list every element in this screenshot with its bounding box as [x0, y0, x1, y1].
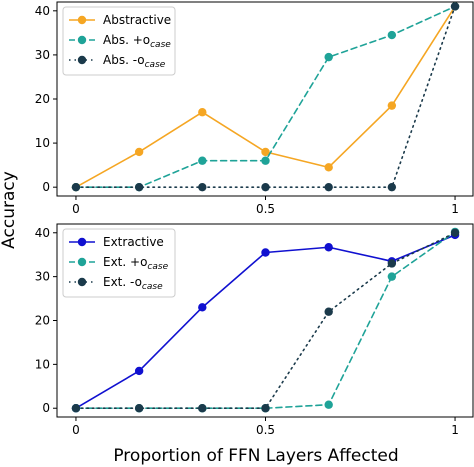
legend-label: Extractive [103, 235, 164, 249]
legend-label-main: Abs. -o [103, 53, 145, 67]
data-point [198, 108, 207, 117]
series-3 [71, 2, 460, 192]
legend-label-subscript: case [142, 282, 163, 292]
data-point [450, 2, 460, 11]
y-tick-label: 0 [42, 180, 50, 194]
data-point [387, 101, 397, 110]
data-point [198, 404, 207, 413]
x-tick-label: 0 [72, 202, 80, 216]
legend-marker [77, 277, 87, 287]
legend-marker [77, 15, 87, 25]
y-tick-label: 20 [35, 92, 50, 106]
data-point [261, 248, 270, 257]
x-tick-label: 1 [451, 202, 459, 216]
legend-label-subscript: case [147, 262, 168, 272]
data-point [387, 182, 397, 192]
y-tick-label: 40 [35, 4, 50, 18]
y-tick-label: 20 [35, 314, 50, 328]
legend-label: Abstractive [103, 13, 171, 27]
series-3 [71, 228, 460, 413]
data-point [198, 156, 207, 165]
x-tick-label: 0.5 [256, 202, 275, 216]
data-point [134, 366, 144, 376]
y-tick-label: 10 [35, 136, 50, 150]
data-point [324, 182, 333, 192]
legend-label-main: Ext. +o [103, 255, 147, 269]
legend-label-subscript: case [145, 60, 166, 70]
x-tick-label: 0 [72, 423, 80, 437]
legend-label-subscript: case [150, 40, 171, 50]
data-point [71, 182, 81, 192]
data-point [261, 156, 270, 165]
legend-label-main: Abs. +o [103, 33, 150, 47]
data-point [261, 147, 270, 157]
data-point [198, 303, 207, 312]
legend-label-main: Abstractive [103, 13, 171, 27]
legend-label: Ext. -ocase [103, 275, 163, 292]
legend-label-main: Ext. -o [103, 275, 142, 289]
y-tick-label: 10 [35, 357, 50, 371]
data-point [71, 404, 81, 413]
data-point [261, 182, 270, 192]
data-point [387, 272, 397, 281]
data-point [387, 30, 397, 40]
data-point [134, 404, 144, 413]
legend-marker [77, 35, 87, 45]
legend-label: Abs. -ocase [103, 53, 166, 70]
legend-marker [77, 237, 87, 247]
x-axis-label: Proportion of FFN Layers Affected [113, 446, 398, 466]
data-point [324, 163, 333, 172]
x-tick-label: 1 [451, 423, 459, 437]
y-tick-label: 40 [35, 226, 50, 240]
legend-marker [77, 55, 87, 65]
y-axis-label: Accuracy [0, 171, 19, 249]
data-point [134, 147, 144, 157]
legend-label-main: Extractive [103, 235, 164, 249]
legend-box [62, 6, 176, 76]
data-point [450, 228, 460, 237]
data-point [324, 400, 333, 409]
data-point [324, 307, 333, 316]
legend-label: Abs. +ocase [103, 33, 171, 50]
data-point [324, 52, 333, 62]
data-point [387, 259, 397, 268]
data-point [324, 243, 333, 252]
y-tick-label: 0 [42, 401, 50, 415]
y-tick-label: 30 [35, 270, 50, 284]
data-point [134, 182, 144, 192]
legend-marker [77, 257, 87, 267]
x-tick-label: 0.5 [256, 423, 275, 437]
y-tick-label: 30 [35, 48, 50, 62]
legend-box [62, 228, 176, 298]
data-point [198, 182, 207, 192]
legend-label: Ext. +ocase [103, 255, 169, 272]
data-point [261, 404, 270, 413]
